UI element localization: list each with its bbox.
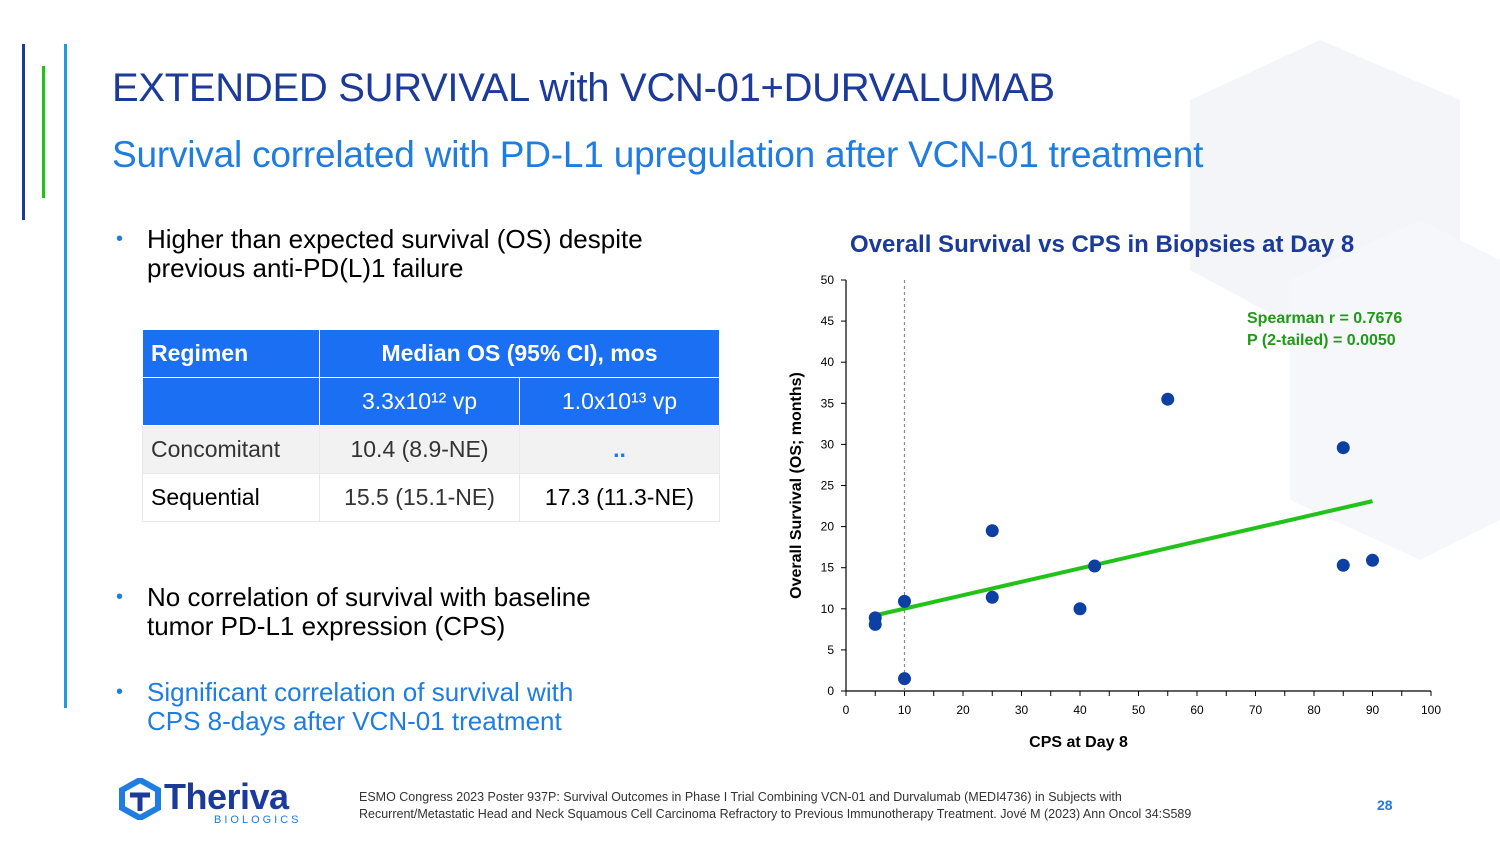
chart-title: Overall Survival vs CPS in Biopsies at D… [850,231,1354,258]
data-point [1336,558,1350,572]
bullet-dot: • [116,228,124,250]
x-tick-label: 50 [1132,703,1146,717]
trendline [874,499,1373,618]
bullet-line: previous anti-PD(L)1 failure [147,253,464,283]
accent-bar-dark [22,44,25,220]
page-number: 28 [1377,797,1393,813]
y-tick-label: 45 [821,314,835,328]
theriva-logo-icon [119,778,161,820]
x-tick-label: 0 [843,703,850,717]
y-tick-label: 35 [821,396,835,410]
data-point [1088,559,1102,573]
accent-bar-blue [64,44,67,708]
data-point [985,524,999,538]
x-tick-label: 20 [956,703,970,717]
y-axis-label: Overall Survival (OS; months) [788,372,805,599]
table-row: Sequential 15.5 (15.1-NE) 17.3 (11.3-NE) [142,473,720,522]
x-tick-label: 90 [1366,703,1380,717]
regimen-table: Regimen Median OS (95% CI), mos 3.3x10¹²… [142,329,720,522]
annotation-spearman: Spearman r = 0.7676 [1247,310,1402,327]
x-tick-label: 60 [1190,703,1204,717]
y-tick-label: 15 [821,561,835,575]
bullet-line: Higher than expected survival (OS) despi… [147,224,643,254]
y-tick-label: 5 [827,643,834,657]
cell-dose2: .. [519,425,720,474]
bullet-text: No correlation of survival with baseline… [147,583,591,641]
data-point [1366,553,1379,567]
data-point [1161,392,1175,406]
bullet-dot: • [116,586,124,608]
header-regimen: Regimen [142,329,320,378]
x-tick-label: 40 [1073,703,1087,717]
slide-subtitle: Survival correlated with PD-L1 upregulat… [112,134,1204,175]
logo-subtext: BIOLOGICS [214,814,302,826]
subheader-empty [142,377,320,426]
bullet-text: Higher than expected survival (OS) despi… [147,225,643,283]
table-row: Concomitant 10.4 (8.9-NE) .. [142,425,720,474]
y-tick-label: 25 [821,479,835,493]
cell-regimen: Concomitant [142,425,320,474]
y-tick-label: 40 [821,355,835,369]
bullet-text: Significant correlation of survival with… [147,678,573,736]
x-tick-label: 80 [1307,703,1321,717]
y-tick-label: 30 [821,437,835,451]
y-tick-label: 20 [821,520,835,534]
data-point [898,672,911,686]
x-axis-label: CPS at Day 8 [1029,734,1128,751]
y-tick-label: 50 [821,273,835,287]
bullet-line: CPS 8-days after VCN-01 treatment [147,706,562,736]
bullet-line: tumor PD-L1 expression (CPS) [147,611,506,641]
annotation-pvalue: P (2-tailed) = 0.0050 [1247,332,1396,349]
header-median-os: Median OS (95% CI), mos [319,329,720,378]
cell-dose1: 10.4 (8.9-NE) [319,425,520,474]
scatter-chart: Overall Survival vs CPS in Biopsies at D… [760,220,1460,760]
cell-dose1: 15.5 (15.1-NE) [319,473,520,522]
accent-bar-green [42,66,45,198]
cell-regimen: Sequential [142,473,320,522]
x-tick-label: 10 [898,703,912,717]
table-subheader-row: 3.3x10¹² vp 1.0x10¹³ vp [142,377,720,426]
chart-svg: Overall Survival vs CPS in Biopsies at D… [788,231,1441,751]
x-tick-label: 100 [1421,703,1441,717]
subheader-dose2: 1.0x10¹³ vp [519,377,720,426]
data-point [1073,602,1087,616]
bullet-line: No correlation of survival with baseline [147,582,591,612]
subheader-dose1: 3.3x10¹² vp [319,377,520,426]
bullet-line: Significant correlation of survival with [147,677,574,707]
table-header-row: Regimen Median OS (95% CI), mos [142,329,720,378]
background-hexagon-shapes [1190,40,1500,560]
data-point [868,617,882,631]
x-tick-label: 70 [1249,703,1263,717]
data-point [985,590,999,604]
slide-title: EXTENDED SURVIVAL with VCN-01+DURVALUMAB [112,66,1055,110]
data-point [898,594,911,608]
bullet-dot: • [116,681,124,703]
y-tick-label: 10 [821,602,835,616]
citation-note: ESMO Congress 2023 Poster 937P: Survival… [359,789,1191,823]
citation-line: ESMO Congress 2023 Poster 937P: Survival… [359,790,1122,804]
logo-wordmark: Theriva [164,776,289,817]
cell-dose2: 17.3 (11.3-NE) [519,473,720,522]
y-tick-label: 0 [827,684,834,698]
x-tick-label: 30 [1015,703,1029,717]
data-point [1336,441,1350,455]
citation-line: Recurrent/Metastatic Head and Neck Squam… [359,807,1192,821]
